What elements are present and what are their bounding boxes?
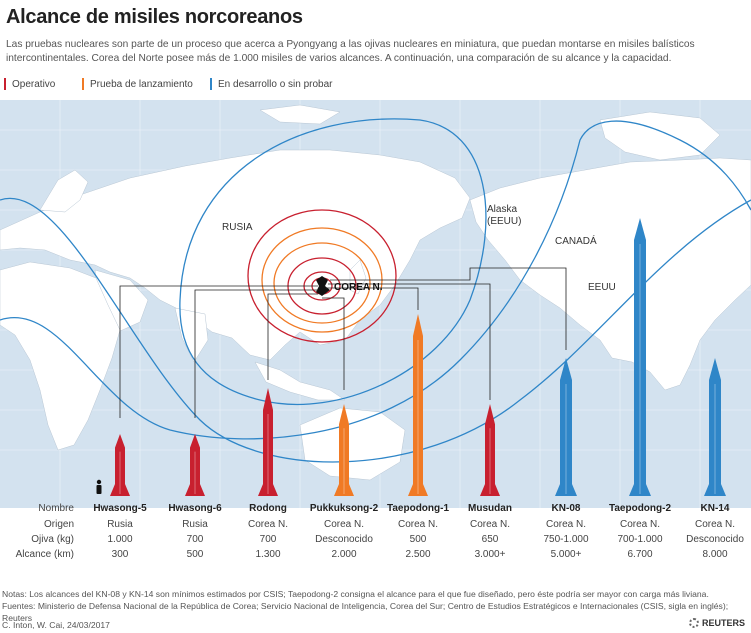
label-alaska-line2: (EEUU) — [487, 216, 521, 227]
cell-origin-2: Rusia — [182, 519, 208, 530]
cell-range-1: 300 — [111, 549, 129, 560]
reuters-logo-text: REUTERS — [701, 618, 745, 628]
row-label-ojiva: Ojiva (kg) — [31, 534, 74, 545]
label-canada: CANADÁ — [555, 234, 597, 247]
cell-origin-3: Corea N. — [247, 519, 288, 530]
cell-name-3: Rodong — [249, 503, 287, 514]
notes: Notas: Los alcances del KN-08 y KN-14 so… — [2, 588, 747, 624]
notes-text: Notas: Los alcances del KN-08 y KN-14 so… — [2, 589, 709, 599]
leader-lines — [119, 267, 567, 418]
row-label-alcance: Alcance (km) — [15, 549, 74, 560]
missile-kn-14 — [704, 358, 726, 496]
cell-range-5: 2.500 — [405, 549, 431, 560]
cell-name-9: KN-14 — [700, 503, 730, 514]
cell-origin-4: Corea N. — [323, 519, 364, 530]
cell-range-9: 8.000 — [702, 549, 728, 560]
legend-item-desarrollo: En desarrollo o sin probar — [210, 78, 333, 90]
cell-range-3: 1.300 — [255, 549, 281, 560]
map: RUSIA COREA N. Alaska (EEUU) CANADÁ EEUU — [0, 100, 751, 508]
cell-name-4: Pukkuksong-2 — [309, 503, 379, 514]
label-alaska-line1: Alaska — [487, 204, 517, 215]
cell-origin-1: Rusia — [107, 519, 133, 530]
row-label-nombre: Nombre — [38, 503, 74, 514]
cell-range-6: 3.000+ — [474, 549, 506, 560]
legend-swatch-operativo — [4, 78, 6, 90]
cell-warhead-6: 650 — [481, 534, 499, 545]
legend-item-operativo: Operativo — [4, 78, 55, 90]
land — [0, 104, 751, 481]
subtitle: Las pruebas nucleares son parte de un pr… — [6, 39, 695, 64]
legend-swatch-prueba — [82, 78, 84, 90]
cell-warhead-7: 750-1.000 — [543, 534, 589, 545]
legend-swatch-desarrollo — [210, 78, 212, 90]
cell-range-4: 2.000 — [331, 549, 357, 560]
cell-warhead-3: 700 — [259, 534, 277, 545]
label-rusia: RUSIA — [222, 222, 253, 233]
ring-musudan — [247, 209, 397, 343]
credit: C. Inton, W. Cai, 24/03/2017 — [2, 620, 110, 630]
legend-label-prueba: Prueba de lanzamiento — [90, 78, 193, 90]
missile-hwasong-6 — [185, 434, 205, 496]
missile-kn-08 — [555, 358, 577, 496]
person-scale-icon — [96, 479, 102, 494]
cell-origin-5: Corea N. — [397, 519, 438, 530]
cell-warhead-1: 1.000 — [107, 534, 133, 545]
cell-origin-9: Corea N. — [694, 519, 735, 530]
missile-pukkuksong-2 — [334, 404, 354, 496]
cell-origin-8: Corea N. — [619, 519, 660, 530]
ring-kn-14 — [0, 197, 751, 463]
cell-origin-7: Corea N. — [545, 519, 586, 530]
label-alaska: Alaska (EEUU) — [487, 204, 521, 227]
cell-name-6: Musudan — [468, 503, 512, 514]
legend: Operativo Prueba de lanzamiento En desar… — [4, 78, 744, 94]
cell-name-1: Hwasong-5 — [93, 503, 147, 514]
legend-label-desarrollo: En desarrollo o sin probar — [218, 78, 333, 90]
cell-warhead-9: Desconocido — [686, 534, 744, 545]
cell-name-5: Taepodong-1 — [386, 503, 450, 514]
cell-range-7: 5.000+ — [550, 549, 582, 560]
legend-item-prueba: Prueba de lanzamiento — [82, 78, 193, 90]
ring-pukkuksong-2 — [273, 242, 371, 324]
cell-name-7: KN-08 — [551, 503, 581, 514]
ring-taepodong-2 — [0, 120, 751, 440]
north-korea-marker — [316, 276, 330, 296]
reuters-logo: REUTERS — [688, 618, 745, 628]
label-eeuu: EEUU — [588, 282, 616, 293]
ring-kn-08 — [179, 118, 487, 405]
page-title: Alcance de misiles norcoreanos — [6, 6, 303, 28]
cell-range-8: 6.700 — [627, 549, 653, 560]
missile-hwasong-5 — [110, 434, 130, 496]
missile-taepodong-2 — [629, 218, 651, 496]
cell-range-2: 500 — [186, 549, 204, 560]
legend-label-operativo: Operativo — [12, 78, 56, 90]
sources-text: Fuentes: Ministerio de Defensa Nacional … — [2, 601, 729, 623]
cell-warhead-4: Desconocido — [315, 534, 373, 545]
map-svg: RUSIA COREA N. Alaska (EEUU) CANADÁ EEUU — [0, 100, 751, 508]
cell-name-2: Hwasong-6 — [168, 503, 222, 514]
reuters-logo-icon — [688, 618, 699, 628]
cell-warhead-8: 700-1.000 — [617, 534, 663, 545]
missile-taepodong-1 — [408, 314, 428, 496]
missile-table: Nombre Origen Ojiva (kg) Alcance (km) Hw… — [0, 500, 751, 565]
cell-origin-6: Corea N. — [469, 519, 510, 530]
cell-warhead-5: 500 — [409, 534, 427, 545]
missile-rodong — [258, 388, 278, 496]
cell-warhead-2: 700 — [186, 534, 204, 545]
label-corea: COREA N. — [334, 282, 383, 293]
cell-name-8: Taepodong-2 — [608, 503, 672, 514]
row-label-origen: Origen — [43, 519, 74, 530]
missiles — [110, 218, 726, 496]
missile-musudan — [480, 404, 500, 496]
